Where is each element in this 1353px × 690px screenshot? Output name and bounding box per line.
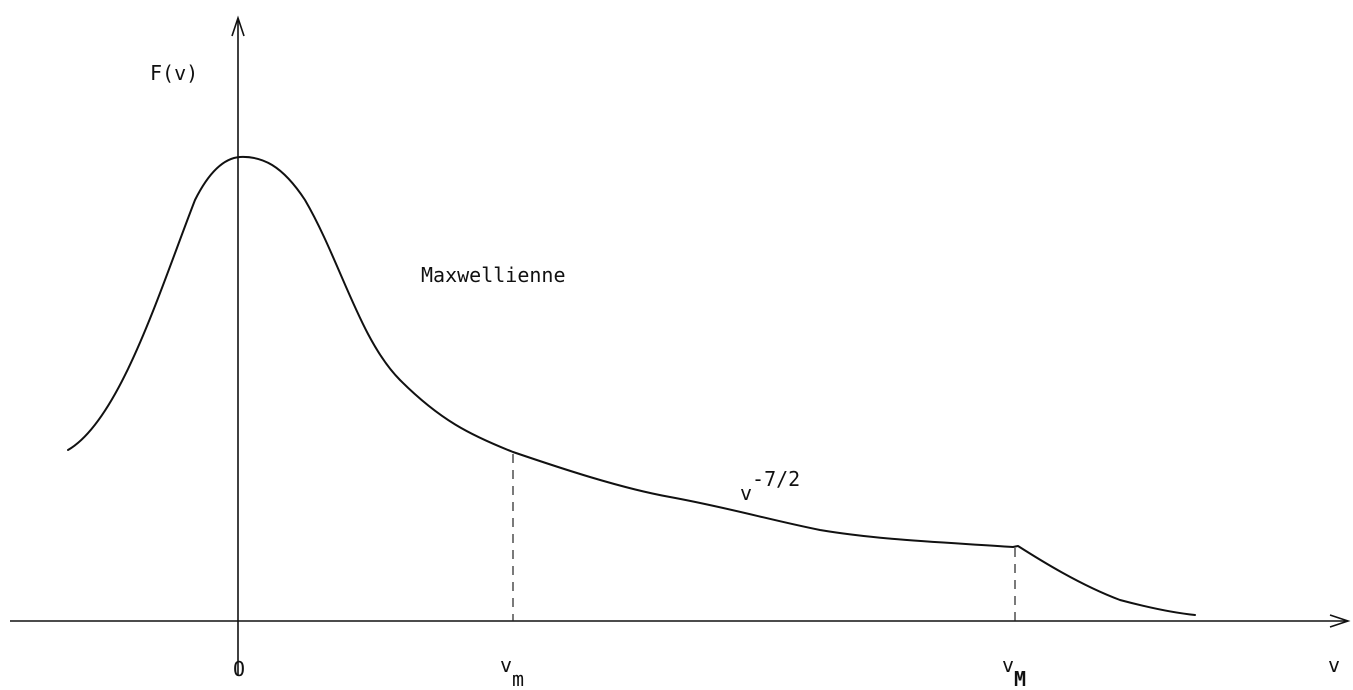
origin-label: O — [233, 657, 245, 681]
power-law-exponent: -7/2 — [752, 467, 800, 491]
y-axis-label: F(v) — [150, 61, 198, 85]
distribution-curve — [67, 155, 1196, 616]
y-axis-arrowhead — [231, 15, 245, 37]
x-axis-label: v — [1328, 653, 1340, 677]
vM-base: v — [1002, 653, 1014, 677]
vM-label: vM — [1002, 653, 1026, 690]
vm-label: vm — [500, 653, 524, 690]
power-law-base: v — [740, 481, 752, 505]
vM-subscript: M — [1014, 667, 1026, 690]
power-law-label: v-7/2 — [740, 467, 800, 505]
x-axis-arrowhead — [1329, 614, 1351, 628]
vm-subscript: m — [512, 667, 524, 690]
vm-base: v — [500, 653, 512, 677]
maxwellian-label: Maxwellienne — [421, 263, 566, 287]
